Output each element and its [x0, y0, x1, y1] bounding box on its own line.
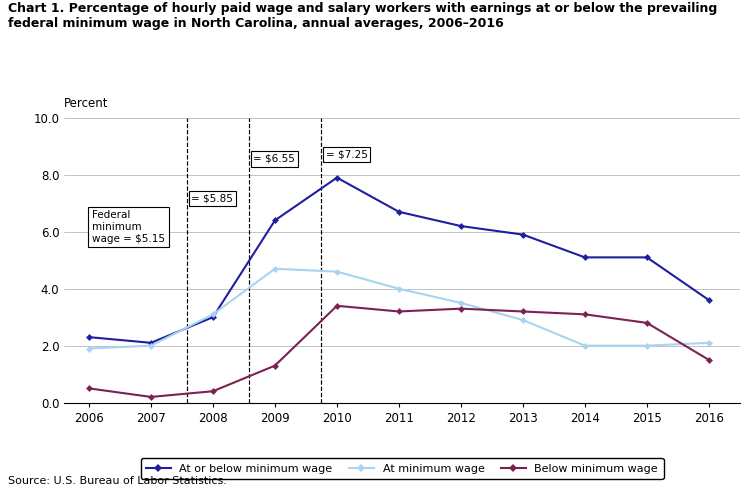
Text: Federal
minimum
wage = $5.15: Federal minimum wage = $5.15	[92, 210, 165, 244]
Text: = $7.25: = $7.25	[326, 150, 368, 160]
Legend: At or below minimum wage, At minimum wage, Below minimum wage: At or below minimum wage, At minimum wag…	[140, 458, 664, 479]
Text: Source: U.S. Bureau of Labor Statistics.: Source: U.S. Bureau of Labor Statistics.	[8, 476, 226, 486]
Text: Percent: Percent	[64, 98, 109, 110]
Text: Chart 1. Percentage of hourly paid wage and salary workers with earnings at or b: Chart 1. Percentage of hourly paid wage …	[8, 2, 716, 15]
Text: federal minimum wage in North Carolina, annual averages, 2006–2016: federal minimum wage in North Carolina, …	[8, 17, 504, 30]
Text: = $5.85: = $5.85	[191, 194, 233, 204]
Text: = $6.55: = $6.55	[253, 154, 295, 164]
